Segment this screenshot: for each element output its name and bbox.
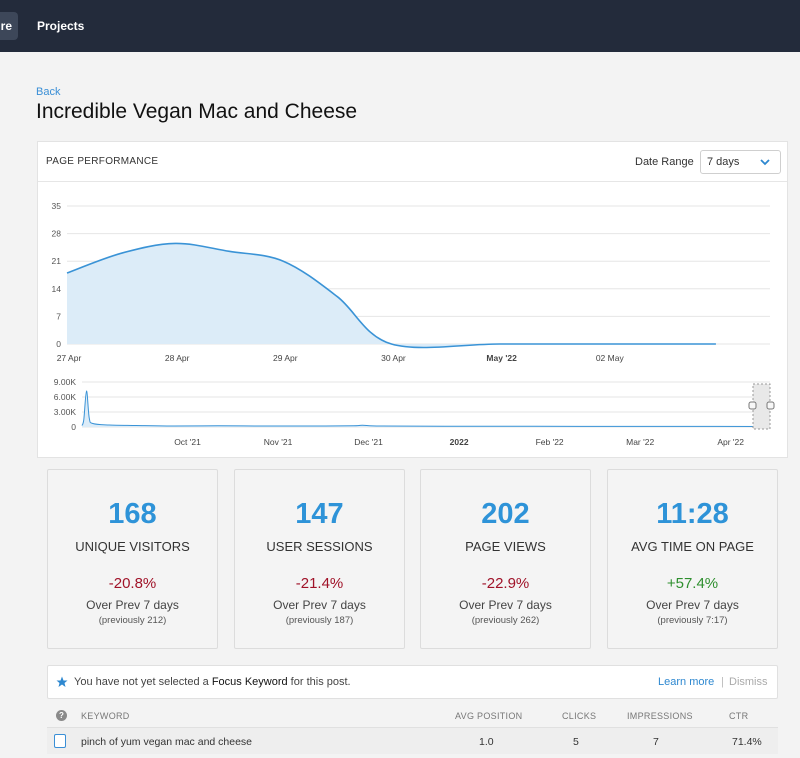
- focus-keyword-notice: You have not yet selected a Focus Keywor…: [47, 665, 778, 699]
- x-tick-label: Oct '21: [174, 437, 201, 447]
- range-handle-right[interactable]: [766, 401, 775, 410]
- stat-label: UNIQUE VISITORS: [75, 539, 190, 554]
- stat-value: 202: [481, 498, 530, 530]
- focus-keyword-term: Focus Keyword: [211, 676, 288, 688]
- x-tick-label: Mar '22: [626, 437, 654, 447]
- stat-change: -20.8%: [108, 575, 157, 592]
- stat-previous: (previously 212): [98, 615, 167, 626]
- y-tick-label: 7: [56, 311, 61, 321]
- y-tick-label: 0: [56, 339, 61, 349]
- stat-value: 11:28: [656, 498, 729, 530]
- stat-value: 168: [108, 498, 157, 530]
- clicks-cell: 5: [573, 736, 579, 748]
- nav-item-projects[interactable]: Projects: [37, 19, 85, 33]
- column-avg-position[interactable]: AVG POSITION: [455, 711, 523, 721]
- y-tick-label: 14: [52, 284, 62, 294]
- stat-label: AVG TIME ON PAGE: [631, 539, 754, 554]
- stat-period: Over Prev 7 days: [459, 598, 552, 612]
- learn-more-link[interactable]: Learn more: [658, 676, 715, 688]
- x-tick-label: Feb '22: [536, 437, 564, 447]
- dismiss-link[interactable]: Dismiss: [729, 676, 768, 688]
- y-tick-label: 3.00K: [54, 407, 77, 417]
- x-tick-label: Dec '21: [354, 437, 383, 447]
- stat-value: 147: [295, 498, 344, 530]
- x-tick-label: 27 Apr: [57, 353, 82, 363]
- x-tick-label: 2022: [450, 437, 469, 447]
- keyword-table-header: ? KEYWORD AVG POSITION CLICKS IMPRESSION…: [47, 706, 778, 726]
- help-icon[interactable]: ?: [56, 710, 67, 721]
- x-tick-label: 30 Apr: [381, 353, 406, 363]
- column-ctr[interactable]: CTR: [729, 711, 749, 721]
- stat-period: Over Prev 7 days: [273, 598, 366, 612]
- y-tick-label: 0: [71, 422, 76, 432]
- stat-change: -21.4%: [295, 575, 344, 592]
- x-tick-label: Nov '21: [264, 437, 293, 447]
- ctr-cell: 71.4%: [732, 736, 762, 748]
- chevron-down-icon: [760, 159, 770, 166]
- stat-card-unique-visitors: 168 UNIQUE VISITORS -20.8% Over Prev 7 d…: [47, 469, 218, 649]
- date-range-select[interactable]: 7 days: [700, 150, 781, 174]
- x-tick-label: May '22: [486, 353, 517, 363]
- star-icon: [56, 676, 68, 687]
- range-handle-left[interactable]: [748, 401, 757, 410]
- performance-header: PAGE PERFORMANCE Date Range 7 days: [38, 142, 787, 182]
- x-tick-label: 29 Apr: [273, 353, 298, 363]
- select-keyword-checkbox[interactable]: [54, 734, 66, 748]
- column-impressions[interactable]: IMPRESSIONS: [627, 711, 693, 721]
- y-tick-label: 6.00K: [54, 392, 77, 402]
- visitors-area-chart: 0 7 14 21 28 35 27 Apr 28 Apr 29 Apr 30 Apr May '2…: [52, 201, 770, 363]
- stat-change: -22.9%: [481, 575, 530, 592]
- stat-previous: (previously 262): [471, 615, 540, 626]
- y-tick-label: 9.00K: [54, 377, 77, 387]
- stat-card-user-sessions: 147 USER SESSIONS -21.4% Over Prev 7 day…: [234, 469, 405, 649]
- y-tick-label: 35: [52, 201, 62, 211]
- page-title: Incredible Vegan Mac and Cheese: [36, 100, 358, 123]
- back-link[interactable]: Back: [36, 86, 61, 98]
- series-line: [81, 390, 771, 427]
- x-tick-label: 28 Apr: [165, 353, 190, 363]
- stat-period: Over Prev 7 days: [86, 598, 179, 612]
- stat-card-page-views: 202 PAGE VIEWS -22.9% Over Prev 7 days (…: [420, 469, 591, 649]
- separator: |: [721, 676, 724, 688]
- series-line: [66, 242, 716, 349]
- y-tick-label: 21: [52, 256, 62, 266]
- stat-label: USER SESSIONS: [266, 539, 373, 554]
- notice-text: You have not yet selected a Focus Keywor…: [74, 676, 351, 688]
- impressions-cell: 7: [653, 736, 659, 748]
- avg-position-cell: 1.0: [479, 736, 494, 748]
- stat-previous: (previously 187): [285, 615, 354, 626]
- date-range-value: 7 days: [707, 156, 740, 168]
- series-area: [82, 390, 770, 427]
- x-tick-label: 02 May: [596, 353, 625, 363]
- keyword-cell: pinch of yum vegan mac and cheese: [81, 736, 253, 748]
- series-area: [67, 243, 716, 348]
- date-range-label: Date Range: [635, 156, 694, 168]
- stat-label: PAGE VIEWS: [465, 539, 546, 554]
- table-row[interactable]: pinch of yum vegan mac and cheese 1.0 5 …: [47, 727, 778, 754]
- stat-period: Over Prev 7 days: [646, 598, 739, 612]
- top-nav-bar: re Projects: [0, 0, 800, 52]
- performance-heading: PAGE PERFORMANCE: [46, 156, 159, 167]
- stat-change: +57.4%: [666, 575, 719, 592]
- x-tick-label: Apr '22: [717, 437, 744, 447]
- stat-previous: (previously 7:17): [657, 615, 728, 626]
- column-clicks[interactable]: CLICKS: [562, 711, 597, 721]
- column-keyword[interactable]: KEYWORD: [81, 711, 130, 721]
- nav-item-active[interactable]: re: [0, 12, 18, 40]
- range-navigator-chart[interactable]: 0 3.00K 6.00K 9.00K Oct '21 Nov '21 Dec '21 202…: [38, 372, 778, 454]
- y-tick-label: 28: [52, 229, 62, 239]
- stat-card-avg-time-on-page: 11:28 AVG TIME ON PAGE +57.4% Over Prev …: [607, 469, 778, 649]
